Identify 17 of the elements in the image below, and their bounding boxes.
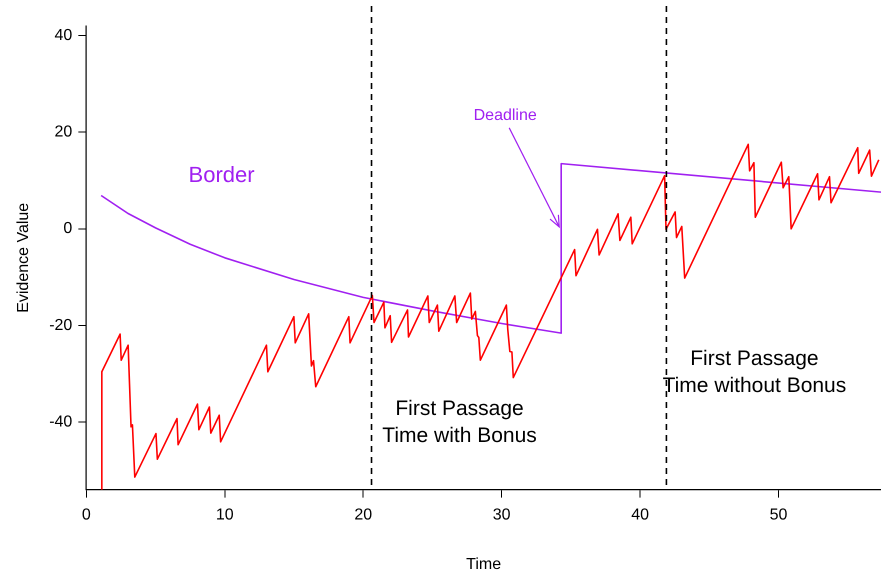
x-tick-label: 0 xyxy=(82,506,91,524)
x-tick-label: 40 xyxy=(631,506,650,524)
y-tick-label: -40 xyxy=(49,413,72,430)
y-tick-label: 0 xyxy=(63,220,72,238)
y-tick-label: 40 xyxy=(54,27,72,44)
x-axis-title: Time xyxy=(466,556,502,573)
x-tick-label: 20 xyxy=(354,506,372,524)
x-tick-label: 10 xyxy=(216,506,234,524)
x-tick-label: 50 xyxy=(770,506,788,524)
y-axis-title: Evidence Value xyxy=(15,202,32,313)
ref-line-label: First Passage Time without Bonus xyxy=(662,346,846,397)
text: Border xyxy=(188,162,255,187)
y-tick-label: 20 xyxy=(54,124,72,141)
x-tick-label: 30 xyxy=(492,506,511,524)
y-tick-label: -20 xyxy=(49,316,72,334)
ref-line-label: First Passage Time with Bonus xyxy=(382,396,537,447)
annotation: Deadline xyxy=(474,107,537,124)
